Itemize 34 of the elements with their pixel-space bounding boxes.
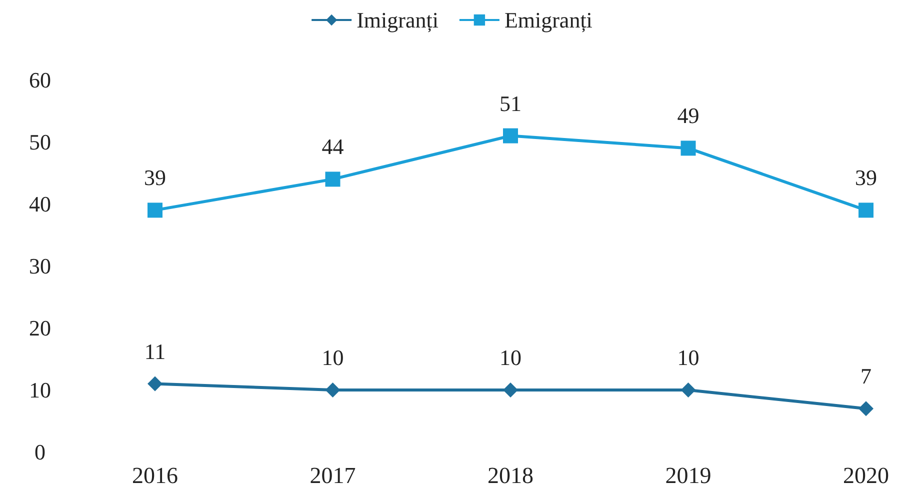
data-label: 44 <box>322 134 344 160</box>
point <box>325 172 340 187</box>
y-tick-label: 50 <box>29 130 51 154</box>
y-tick-label: 30 <box>29 254 51 278</box>
legend-label: Emigranți <box>504 8 592 32</box>
x-tick-label: 2019 <box>665 463 712 488</box>
data-label: 39 <box>144 165 166 190</box>
data-label: 39 <box>855 165 877 190</box>
point <box>503 128 518 144</box>
y-tick-label: 20 <box>29 316 51 340</box>
data-label: 51 <box>500 90 522 116</box>
point <box>680 140 696 156</box>
x-tick-label: 2018 <box>488 463 534 488</box>
data-label: 7 <box>860 364 872 389</box>
data-label: 10 <box>500 345 522 370</box>
point <box>858 401 874 416</box>
x-tick-label: 2017 <box>310 463 356 488</box>
data-label: 49 <box>677 103 700 128</box>
x-tick-label: 2020 <box>843 463 889 488</box>
point <box>148 202 162 218</box>
point <box>325 382 340 398</box>
data-label: 11 <box>144 338 166 364</box>
y-tick-label: 40 <box>29 192 51 216</box>
point <box>680 382 696 398</box>
data-label: 10 <box>322 345 344 370</box>
y-tick-label: 10 <box>29 378 51 402</box>
y-tick-label: 60 <box>29 68 51 92</box>
y-tick-label: 0 <box>34 440 46 464</box>
point <box>503 382 518 398</box>
legend-label: Imigranți <box>356 8 438 32</box>
point <box>148 376 162 392</box>
data-label: 10 <box>677 345 700 370</box>
x-tick-label: 2016 <box>132 463 178 488</box>
point <box>858 202 874 218</box>
